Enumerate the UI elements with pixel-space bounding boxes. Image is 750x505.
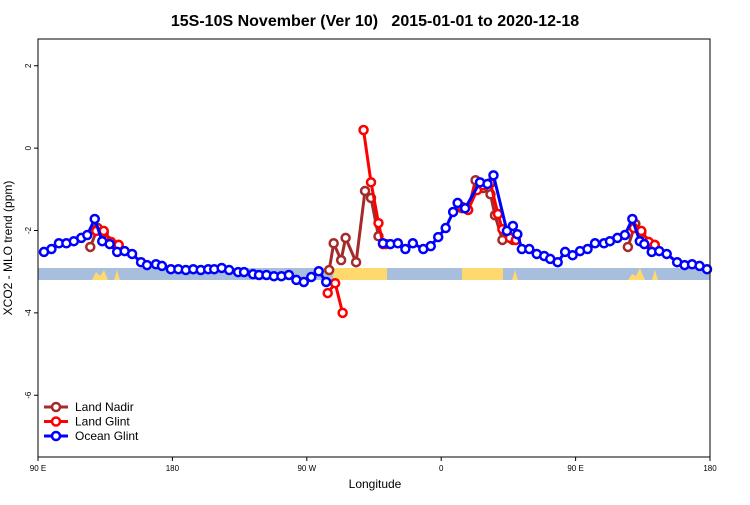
data-point [552,256,563,268]
x-tick-label: 90 E [567,464,583,473]
data-point [524,243,535,255]
data-point [459,203,471,214]
data-point [340,232,351,244]
data-point [350,256,362,268]
y-axis-label: XCO2 - MLO trend (ppm) [1,181,15,316]
data-point [622,241,634,253]
data-point [126,248,138,260]
data-point [298,276,310,288]
data-point [392,238,404,249]
data-point [104,238,115,250]
data-point [567,249,578,261]
data-point [627,213,638,225]
data-point [89,213,100,225]
data-point [337,307,348,319]
x-tick-label: 180 [703,464,717,473]
data-point [322,287,333,299]
land-mask-strip [38,268,710,280]
data-point [440,222,451,234]
x-axis-label: Longitude [349,477,402,491]
data-point [407,238,419,249]
data-point [619,229,631,241]
data-point [306,271,317,283]
legend-label: Land Nadir [75,400,134,414]
data-point [365,177,377,188]
data-point [507,220,519,232]
y-tick-label: -4 [24,309,33,317]
legend-marker [50,430,62,442]
data-point [425,240,436,252]
data-point [223,264,235,276]
data-point [488,170,499,181]
chart-title: 15S-10S November (Ver 10) 2015-01-01 to … [171,13,579,30]
y-tick-label: -6 [24,391,33,399]
y-tick-label: 2 [24,63,33,68]
x-tick-label: 0 [439,464,444,473]
data-point [701,263,713,275]
series-line [362,129,385,245]
data-point [141,259,153,271]
data-point [589,238,601,249]
data-point [46,243,57,255]
data-point [82,229,93,241]
data-point [582,243,593,255]
data-point [432,231,444,243]
data-point [661,248,672,260]
data-point [238,266,250,278]
data-point [452,197,463,209]
data-point [447,206,459,218]
legend-marker [50,401,62,413]
x-tick-label: 180 [166,464,180,473]
data-point [329,277,341,289]
legend-label: Ocean Glint [75,429,139,443]
data-point [323,264,335,276]
plot-frame [37,38,711,458]
legend-marker [50,416,62,427]
data-point [85,241,96,253]
data-point [639,238,650,250]
data-point [283,269,295,281]
data-point [482,178,493,190]
data-point [335,254,347,266]
legend-label: Land Glint [75,415,130,429]
data-point [512,228,523,240]
data-point [373,217,384,229]
data-point [359,185,371,197]
y-tick-label: 0 [24,145,33,150]
y-tick-label: -2 [24,226,33,234]
data-point [400,243,411,255]
data-point [320,276,332,288]
data-point [156,260,168,272]
data-point [358,124,369,136]
plot-area [38,124,713,319]
data-point [328,238,339,249]
x-tick-label: 90 E [30,464,46,473]
data-point [313,266,324,277]
x-tick-label: 90 W [297,464,316,473]
